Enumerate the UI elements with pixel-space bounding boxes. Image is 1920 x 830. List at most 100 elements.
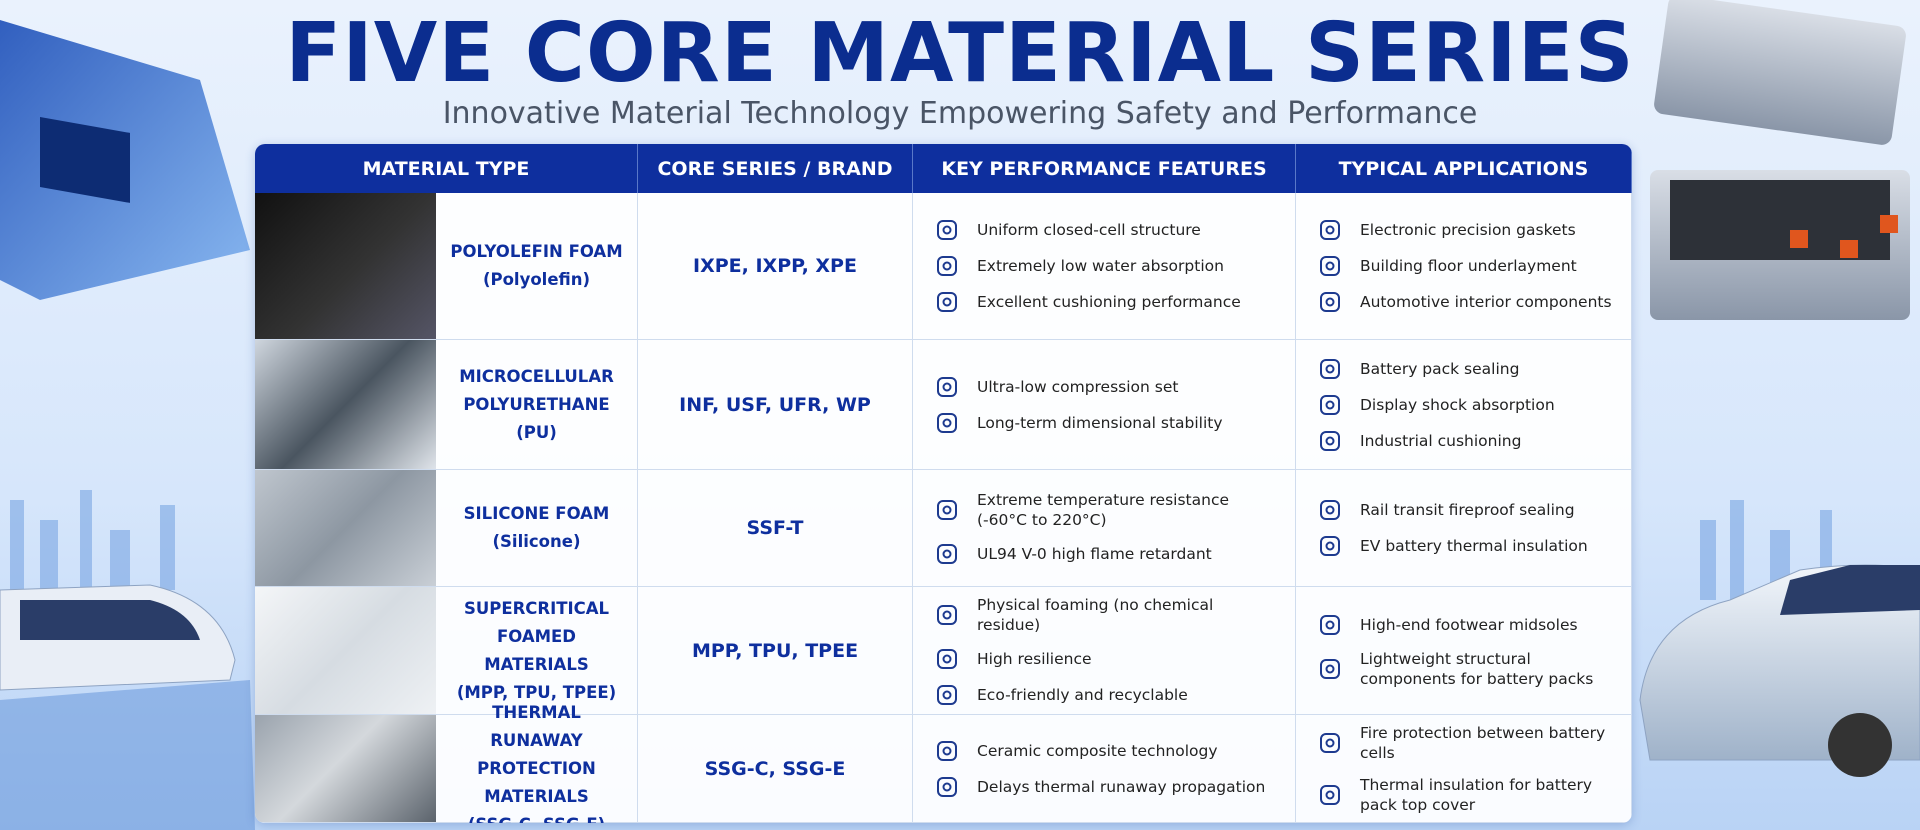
item-text: UL94 V-0 high flame retardant — [977, 545, 1212, 563]
icon — [1320, 394, 1340, 415]
application: Display shock absorption — [1318, 393, 1617, 417]
applications-cell: Rail transit fireproof sealing EV battery… — [1296, 470, 1632, 587]
application: Electronic precision gaskets — [1318, 218, 1617, 242]
application: Building floor underlayment — [1318, 254, 1617, 278]
item-text: Ceramic composite technology — [977, 741, 1218, 760]
icon — [937, 776, 957, 797]
application: EV battery thermal insulation — [1318, 534, 1617, 558]
feature: Ceramic composite technology — [935, 739, 1281, 763]
application: Automotive interior components — [1318, 290, 1617, 314]
application: Rail transit fireproof sealing — [1318, 498, 1617, 522]
feature: Ultra-low compression set — [935, 375, 1281, 399]
icon — [937, 740, 957, 761]
icon — [937, 500, 957, 520]
subtitle: Innovative Material Technology Empowerin… — [442, 96, 1478, 131]
material-name: THERMAL RUNAWAY PROTECTION MATERIALS — [477, 702, 596, 806]
series: INF, USF, UFR, WP — [679, 393, 871, 416]
item-text: High-end footwear midsoles — [1360, 615, 1578, 634]
series-cell: MPP, TPU, TPEE — [638, 587, 913, 715]
icon — [1320, 256, 1340, 276]
feature: Delays thermal runaway propagation — [935, 775, 1281, 799]
material-thumbnail — [255, 587, 436, 715]
material-cell: SILICONE FOAM (Silicone) — [436, 470, 638, 587]
item-text: Excellent cushioning performance — [977, 293, 1241, 311]
application: Lightweight structural components for ba… — [1318, 649, 1617, 689]
material-cell: THERMAL RUNAWAY PROTECTION MATERIALS (SSG… — [436, 703, 638, 823]
item-text: Automotive interior components — [1360, 293, 1612, 311]
item-text: Electronic precision gaskets — [1360, 221, 1576, 239]
features-cell: Extreme temperature resistance (-60°C to… — [913, 470, 1296, 587]
material-table: MATERIAL TYPE CORE SERIES / BRAND KEY PERF… — [255, 144, 1632, 823]
application: High-end footwear midsoles — [1318, 613, 1617, 637]
item-text: Thermal insulation for battery pack top … — [1360, 775, 1593, 814]
application: Fire protection between battery cells — [1318, 723, 1617, 763]
item-text: Uniform closed-cell structure — [977, 221, 1201, 239]
icon — [937, 604, 957, 625]
application: Battery pack sealing — [1318, 357, 1617, 381]
icon — [1320, 784, 1340, 805]
applications-cell: Battery pack sealing Display shock absorp… — [1296, 340, 1632, 470]
features-cell: Ceramic composite technology Delays therm… — [913, 715, 1296, 823]
column-header: TYPICAL APPLICATIONS — [1296, 144, 1632, 193]
item-text: Rail transit fireproof sealing — [1360, 501, 1575, 519]
applications-cell: High-end footwear midsoles Lightweight st… — [1296, 587, 1632, 715]
item-text: Fire protection between battery cells — [1360, 723, 1606, 762]
material-thumbnail — [255, 193, 436, 340]
feature: Eco-friendly and recyclable — [935, 683, 1281, 707]
icon — [937, 220, 957, 240]
application: Industrial cushioning — [1318, 429, 1617, 453]
series-cell: SSG-C, SSG-E — [638, 715, 913, 823]
material-cell: POLYOLEFIN FOAM (Polyolefin) — [436, 193, 638, 340]
material-cell: MICROCELLULAR POLYURETHANE (PU) — [436, 340, 638, 470]
item-text: Lightweight structural components for ba… — [1360, 649, 1594, 688]
column-header: KEY PERFORMANCE FEATURES — [913, 144, 1296, 193]
icon — [1320, 292, 1340, 312]
material-note: (Polyolefin) — [482, 270, 591, 289]
feature: Physical foaming (no chemical residue) — [935, 595, 1281, 635]
item-text: High resilience — [977, 649, 1092, 668]
series: SSF-T — [746, 517, 804, 539]
icon — [1320, 614, 1340, 635]
features-cell: Physical foaming (no chemical residue) Hi… — [913, 587, 1296, 715]
series: IXPE, IXPP, XPE — [693, 255, 857, 277]
series: MPP, TPU, TPEE — [691, 639, 859, 662]
item-text: Delays thermal runaway propagation — [977, 777, 1266, 796]
application: Thermal insulation for battery pack top … — [1318, 775, 1617, 815]
icon — [1320, 430, 1340, 451]
feature: High resilience — [935, 647, 1281, 671]
feature: Long-term dimensional stability — [935, 411, 1281, 435]
column-header: CORE SERIES / BRAND — [638, 144, 913, 193]
icon — [1320, 500, 1340, 520]
item-text: Industrial cushioning — [1360, 431, 1522, 450]
material-thumbnail — [255, 340, 436, 470]
item-text: Display shock absorption — [1360, 395, 1555, 414]
icon — [937, 376, 957, 397]
feature: Extremely low water absorption — [935, 254, 1281, 278]
item-text: Long-term dimensional stability — [977, 413, 1223, 432]
applications-cell: Electronic precision gaskets Building flo… — [1296, 193, 1632, 340]
material-name: MICROCELLULAR POLYURETHANE (PU) — [459, 366, 614, 442]
feature: Extreme temperature resistance (-60°C to… — [935, 490, 1281, 530]
item-text: Extreme temperature resistance (-60°C to… — [977, 491, 1230, 529]
material-name: SILICONE FOAM — [463, 504, 610, 523]
material-note: (MPP, TPU, TPEE) — [456, 682, 617, 702]
material-cell: SUPERCRITICAL FOAMED MATERIALS (MPP, TPU,… — [436, 587, 638, 715]
icon — [1320, 358, 1340, 379]
item-text: EV battery thermal insulation — [1360, 537, 1588, 555]
feature: Uniform closed-cell structure — [935, 218, 1281, 242]
features-cell: Ultra-low compression set Long-term dimen… — [913, 340, 1296, 470]
icon — [937, 648, 957, 669]
material-name: SUPERCRITICAL FOAMED MATERIALS — [463, 598, 610, 674]
icon — [937, 292, 957, 312]
icon — [1320, 220, 1340, 240]
icon — [937, 684, 957, 705]
features-cell: Uniform closed-cell structure Extremely l… — [913, 193, 1296, 340]
feature: UL94 V-0 high flame retardant — [935, 542, 1281, 566]
icon — [1320, 658, 1340, 679]
item-text: Battery pack sealing — [1360, 359, 1520, 378]
icon — [937, 544, 957, 564]
series-cell: INF, USF, UFR, WP — [638, 340, 913, 470]
item-text: Physical foaming (no chemical residue) — [977, 595, 1214, 634]
